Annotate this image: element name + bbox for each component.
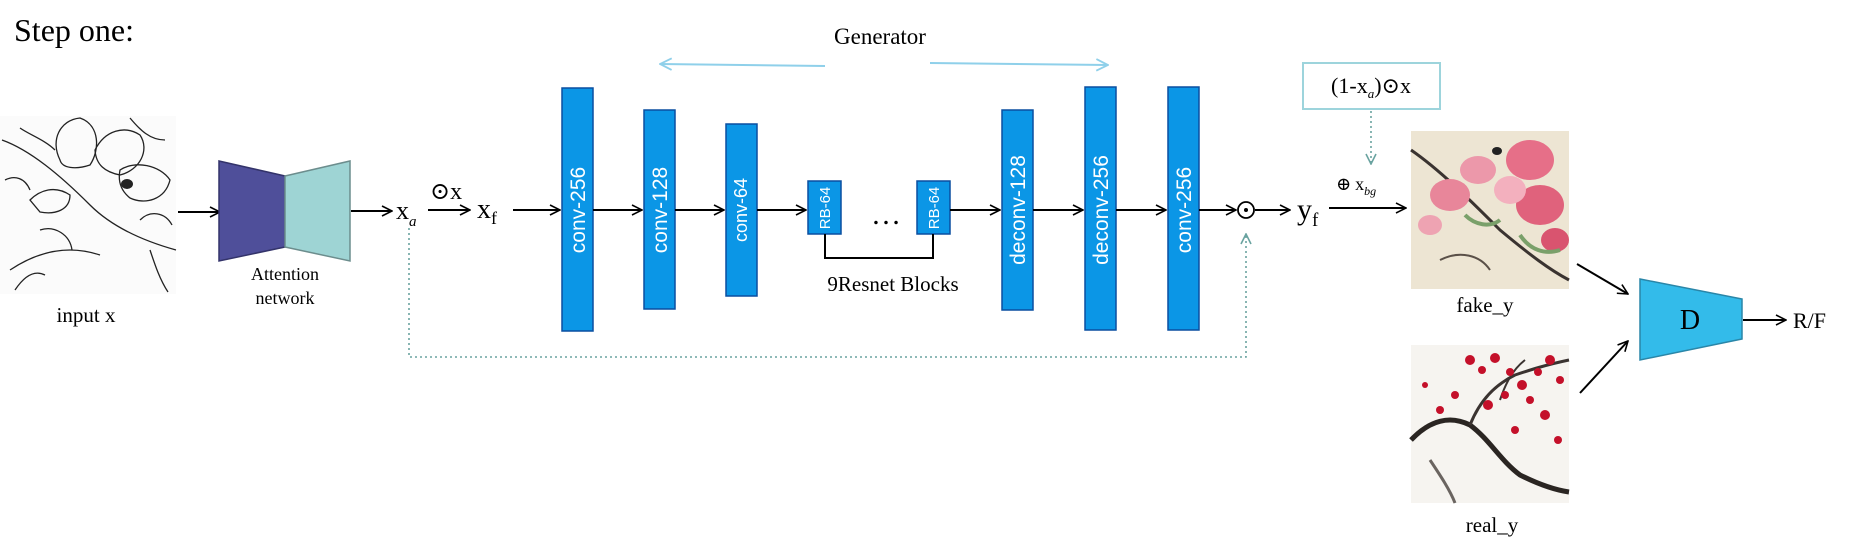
layer-conv-128: conv-128 <box>643 109 676 310</box>
svg-text:RB-64: RB-64 <box>926 187 943 230</box>
odot-x-label: ⊙x <box>430 179 462 205</box>
x-a-label: xa <box>396 196 417 230</box>
x-f-label: xf <box>477 194 497 228</box>
attention-encoder <box>218 160 286 262</box>
layer-conv-64: conv-64 <box>725 123 758 297</box>
discriminator <box>1639 278 1743 361</box>
fake-y-image <box>1410 131 1570 289</box>
layer-conv-256-b: conv-256 <box>1167 86 1200 331</box>
attention-label-line2: network <box>256 288 315 308</box>
attention-decoder <box>284 160 351 262</box>
input-label: input x <box>57 303 116 327</box>
svg-text:RB-64: RB-64 <box>817 187 834 230</box>
layer-rb-64-a: RB-64 <box>807 180 842 235</box>
output-label: R/F <box>1793 308 1826 333</box>
svg-text:deconv-256: deconv-256 <box>1090 155 1113 265</box>
attention-label-line1: Attention <box>251 264 319 284</box>
background-term-label: (1-xa)⊙x <box>1331 73 1411 101</box>
layer-deconv-256: deconv-256 <box>1084 86 1117 331</box>
fake-y-label: fake_y <box>1456 293 1514 317</box>
svg-text:conv-256: conv-256 <box>1173 167 1196 253</box>
generator-label: Generator <box>834 24 926 49</box>
discriminator-label: D <box>1680 305 1700 336</box>
arrow-fake-to-discriminator <box>1576 263 1628 294</box>
oplus-x-bg-label: ⊕ xbg <box>1336 174 1376 198</box>
background-term-box <box>1302 62 1441 110</box>
resnet-blocks-label: 9Resnet Blocks <box>827 272 958 296</box>
input-sketch-image <box>0 116 177 294</box>
odot-operator <box>1237 201 1255 219</box>
layer-conv-256-a: conv-256 <box>561 87 594 332</box>
svg-text:conv-64: conv-64 <box>731 178 751 242</box>
svg-text:deconv-128: deconv-128 <box>1007 155 1030 265</box>
svg-text:conv-256: conv-256 <box>567 167 590 253</box>
real-y-label: real_y <box>1466 513 1519 537</box>
attention-network <box>218 160 351 262</box>
generator-arrow-left <box>660 64 826 66</box>
real-y-image <box>1409 345 1570 504</box>
svg-text:conv-128: conv-128 <box>649 167 672 253</box>
arrow-real-to-discriminator <box>1579 341 1628 394</box>
layer-rb-64-b: RB-64 <box>916 180 951 235</box>
y-f-label: yf <box>1297 193 1319 231</box>
step-title: Step one: <box>14 12 134 48</box>
layer-deconv-128: deconv-128 <box>1001 109 1034 311</box>
generator-arrow-right <box>929 63 1108 65</box>
ellipsis: … <box>871 198 901 231</box>
resnet-bracket <box>824 234 934 259</box>
